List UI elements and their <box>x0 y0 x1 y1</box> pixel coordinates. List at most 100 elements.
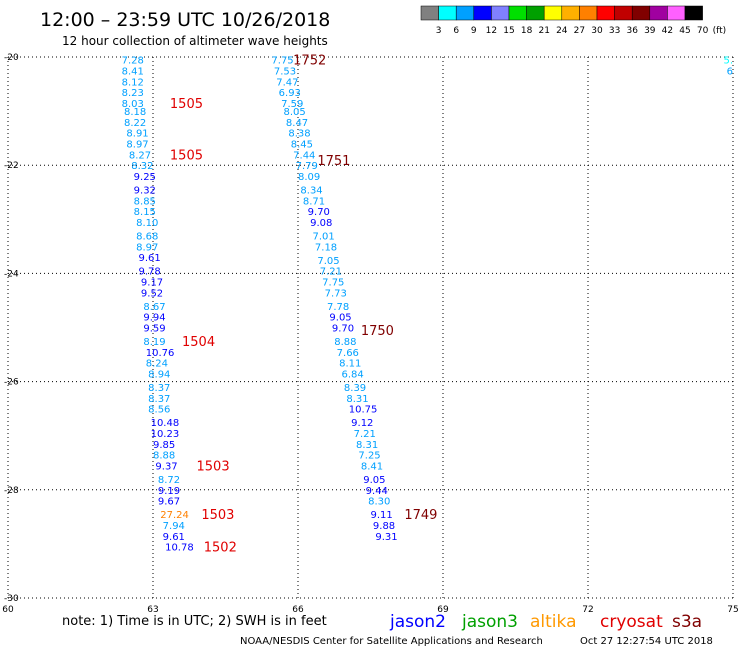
legend-entry-jason3: jason3 <box>461 612 518 632</box>
legend-entry-altika: altika <box>530 612 577 632</box>
wave-height-point: 8.39 <box>344 383 366 394</box>
wave-height-point: 8.68 <box>136 232 158 243</box>
color-scale-label: 36 <box>626 26 638 36</box>
color-swatch <box>684 5 703 21</box>
wave-height-point: 8.85 <box>134 196 156 207</box>
wave-height-point: 9.61 <box>163 532 185 543</box>
wave-height-point: 8.11 <box>339 359 361 370</box>
color-scale-unit: (ft) <box>713 26 727 36</box>
wave-height-point: 9.05 <box>363 475 385 486</box>
color-swatch <box>420 5 439 21</box>
wave-height-point: 9.11 <box>371 510 393 521</box>
wave-height-point: 8.88 <box>334 337 356 348</box>
wave-height-point: 8.31 <box>356 440 378 451</box>
wave-height-point: 8.88 <box>153 451 175 462</box>
wave-height-point: 10.48 <box>151 418 180 429</box>
footer-timestamp: Oct 27 12:27:54 UTC 2018 <box>580 636 713 647</box>
wave-height-point: 9.44 <box>366 486 388 497</box>
wave-height-point: 8.41 <box>122 67 144 78</box>
pass-time-label: 1504 <box>182 335 215 350</box>
wave-height-point: 7.79 <box>296 161 318 172</box>
legend-entry-s3a: s3a <box>672 612 702 632</box>
color-scale-label: 24 <box>556 26 568 36</box>
color-scale-label: 18 <box>521 26 533 36</box>
wave-height-point: 8.37 <box>148 394 170 405</box>
wave-height-point: 9.70 <box>332 324 354 335</box>
wave-height-point: 9.19 <box>158 486 180 497</box>
wave-height-point: 8.91 <box>126 129 148 140</box>
plot-grid <box>7 56 734 599</box>
wave-height-point: 8.56 <box>148 405 170 416</box>
color-scale-label: 70 <box>697 26 709 36</box>
wave-height-point: 7.66 <box>337 348 359 359</box>
wave-height-point: 7.94 <box>163 521 185 532</box>
wave-height-point: 10.23 <box>151 429 180 440</box>
satellite-legend: jason2 jason3 altika cryosat s3a <box>389 612 702 632</box>
wave-height-point: 9.17 <box>141 278 163 289</box>
wave-height-point: 9.25 <box>134 172 156 183</box>
color-scale-label: 42 <box>662 26 673 36</box>
color-scale-label: 45 <box>679 26 690 36</box>
y-tick-label: -20 <box>4 53 19 63</box>
color-scale-label: 15 <box>503 26 514 36</box>
wave-height-point: 7.47 <box>276 77 298 88</box>
wave-height-point: 7.05 <box>317 256 339 267</box>
color-scale-label: 21 <box>538 26 549 36</box>
wave-height-point: 9.85 <box>153 440 175 451</box>
x-axis-tick-labels: 60 63 66 69 72 75 <box>2 605 738 615</box>
x-tick-label: 72 <box>582 605 593 615</box>
wave-height-point: 9.52 <box>141 288 163 299</box>
wave-height-point: 27.24 <box>160 510 189 521</box>
color-swatch <box>543 5 563 21</box>
color-swatch <box>596 5 615 21</box>
wave-height-point: 8.94 <box>148 369 170 380</box>
wave-height-point: 9.12 <box>351 418 373 429</box>
wave-height-point: 9.67 <box>158 497 180 508</box>
wave-height-point: 7.28 <box>122 56 144 67</box>
wave-height-point: 7.21 <box>320 267 342 278</box>
wave-height-point: 7.44 <box>293 150 315 161</box>
color-swatch <box>491 5 510 21</box>
wave-height-point: 7.18 <box>315 242 337 253</box>
pass-time-label: 1751 <box>317 154 350 169</box>
wave-height-point: 8.19 <box>143 337 165 348</box>
wave-height-point: 8.38 <box>288 129 310 140</box>
y-tick-label: -26 <box>4 378 19 388</box>
wave-height-point: 8.67 <box>143 302 165 313</box>
wave-height-point: 8.37 <box>148 383 170 394</box>
wave-height-point: 8.97 <box>136 242 158 253</box>
color-swatch <box>473 5 492 21</box>
color-scale-label: 33 <box>609 26 620 36</box>
color-swatch <box>667 5 686 21</box>
wave-height-point: 8.23 <box>122 88 144 99</box>
wave-height-point: 9.88 <box>373 521 395 532</box>
legend-entry-jason2: jason2 <box>389 612 446 632</box>
wave-height-point: 9.08 <box>310 218 332 229</box>
wave-height-point: 8.45 <box>291 140 313 151</box>
wave-height-point: 9.61 <box>139 253 161 264</box>
legend-entry-cryosat: cryosat <box>600 612 663 632</box>
footer-credit: NOAA/NESDIS Center for Satellite Applica… <box>240 636 543 647</box>
wave-height-point: 9.31 <box>375 532 397 543</box>
wave-height-point: 9.05 <box>329 313 351 324</box>
color-swatch <box>579 5 598 21</box>
pass-time-labels: 1505 1505 1504 1503 1503 1502 1752 1751 1750 1749 <box>170 54 438 556</box>
pass-time-label: 1503 <box>201 508 234 523</box>
wave-height-point: 8.18 <box>124 107 146 118</box>
wave-height-point: 8.34 <box>300 186 322 197</box>
wave-height-point: 8.97 <box>126 140 148 151</box>
color-scale-label: 12 <box>486 26 497 36</box>
color-scale-label: 39 <box>644 26 656 36</box>
wave-height-point: 7.75 <box>271 56 293 67</box>
wave-height-point: 8.31 <box>346 394 368 405</box>
pass-time-label: 1505 <box>170 97 203 112</box>
color-swatch <box>649 5 668 21</box>
wave-height-point: 7.75 <box>322 278 344 289</box>
wave-height-point: 7.78 <box>327 302 349 313</box>
footer-note: note: 1) Time is in UTC; 2) SWH is in fe… <box>62 614 327 629</box>
wave-height-point: 8.15 <box>134 207 156 218</box>
color-scale-label: 9 <box>471 26 477 36</box>
x-tick-label: 60 <box>2 605 14 615</box>
wave-height-point: 8.27 <box>129 150 151 161</box>
x-tick-label: 66 <box>292 605 304 615</box>
